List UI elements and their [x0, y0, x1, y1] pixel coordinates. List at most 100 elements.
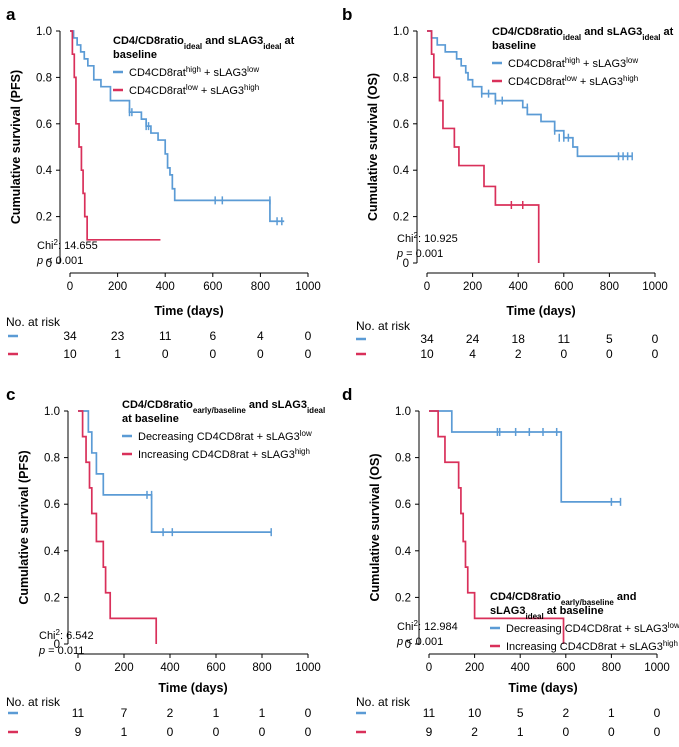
risk-count: 0: [257, 347, 264, 361]
y-tick-label: 0.6: [44, 499, 60, 511]
y-tick-label: 0.4: [36, 165, 53, 177]
x-axis-title: Time (days): [508, 681, 577, 695]
x-tick-label: 200: [463, 281, 482, 293]
risk-count: 11: [558, 332, 571, 346]
risk-count: 11: [423, 706, 436, 720]
x-tick-label: 600: [556, 662, 575, 674]
risk-count: 0: [259, 725, 266, 739]
y-tick-label: 0.2: [44, 592, 60, 604]
y-tick-label: 0.6: [395, 499, 411, 511]
panel-letter-c: c: [6, 385, 15, 404]
y-axis-title: Cumulative survival (OS): [366, 73, 380, 221]
legend-title: CD4/CD8ratioearly/baseline and: [490, 591, 636, 607]
x-tick-label: 200: [108, 281, 127, 293]
y-tick-label: 0.8: [44, 453, 60, 465]
legend-entry-blue: CD4CD8rathigh + sLAG3low: [508, 56, 638, 71]
legend-title-line2: baseline: [492, 40, 536, 52]
y-tick-label: 1.0: [395, 406, 411, 418]
risk-count: 0: [562, 725, 569, 739]
x-tick-label: 600: [206, 662, 225, 674]
x-tick-label: 800: [602, 662, 621, 674]
legend-entry-blue: Decreasing CD4CD8rat + sLAG3low: [138, 429, 312, 444]
risk-table-title: No. at risk: [6, 695, 61, 709]
legend-entry-red: CD4CD8ratlow + sLAG3high: [508, 74, 638, 89]
x-tick-label: 400: [156, 281, 175, 293]
y-tick-label: 1.0: [44, 406, 60, 418]
legend-entry-red: Increasing CD4CD8rat + sLAG3high: [506, 639, 678, 654]
risk-count: 2: [471, 725, 478, 739]
y-tick-label: 1.0: [36, 26, 52, 38]
panel-b: b00.20.40.60.81.00 200 400 600 800 1000Cumula…: [342, 5, 674, 361]
risk-table-title: No. at risk: [6, 315, 61, 329]
panel-letter-d: d: [342, 385, 352, 404]
risk-count: 9: [75, 725, 82, 739]
y-axis-title: Cumulative survival (PFS): [9, 70, 23, 224]
risk-count: 24: [466, 332, 480, 346]
x-tick-label: 400: [160, 662, 179, 674]
x-tick-label: 200: [465, 662, 484, 674]
risk-count: 10: [420, 347, 434, 361]
legend-title: CD4/CD8ratioideal and sLAG3ideal at: [113, 35, 295, 51]
risk-count: 11: [72, 706, 85, 720]
x-axis-title: Time (days): [158, 681, 227, 695]
y-tick-label: 0.8: [393, 72, 409, 84]
risk-count: 0: [654, 725, 661, 739]
p-value: p < 0.001: [36, 255, 83, 267]
y-axis-title: Cumulative survival (PFS): [17, 450, 31, 604]
risk-count: 4: [257, 329, 264, 343]
panel-d: d00.20.40.60.81.00 200 400 600 800 1000Cumula…: [342, 385, 679, 739]
y-tick-label: 0.2: [395, 592, 411, 604]
risk-count: 6: [209, 329, 216, 343]
risk-count: 10: [468, 706, 482, 720]
y-tick-label: 1.0: [393, 26, 409, 38]
x-axis-title: Time (days): [154, 304, 223, 318]
risk-count: 0: [162, 347, 169, 361]
risk-count: 1: [121, 725, 128, 739]
series-line-blue: [429, 410, 621, 503]
x-tick-label: 1000: [644, 662, 670, 674]
x-tick-label: 0: [67, 281, 73, 293]
x-tick-label: 800: [600, 281, 619, 293]
y-tick-label: 0: [405, 639, 411, 651]
y-tick-label: 0.6: [36, 119, 52, 131]
risk-count: 1: [259, 706, 266, 720]
risk-count: 0: [606, 347, 613, 361]
risk-count: 0: [167, 725, 174, 739]
risk-count: 18: [512, 332, 526, 346]
y-tick-label: 0: [46, 258, 52, 270]
risk-count: 0: [209, 347, 216, 361]
legend-title-line2: baseline: [113, 49, 157, 61]
p-value: p = 0.011: [38, 645, 84, 657]
risk-count: 23: [111, 329, 125, 343]
legend-entry-red: Increasing CD4CD8rat + sLAG3high: [138, 447, 310, 462]
chi-square-stat: Chi2: 10.925: [397, 231, 458, 246]
risk-count: 0: [305, 329, 312, 343]
risk-count: 0: [213, 725, 220, 739]
p-value: p = 0.001: [396, 248, 443, 260]
y-axis-title: Cumulative survival (OS): [368, 454, 382, 602]
y-tick-label: 0.8: [36, 72, 52, 84]
risk-count: 0: [305, 725, 312, 739]
risk-count: 10: [63, 347, 77, 361]
x-tick-label: 0: [426, 662, 432, 674]
x-axis-title: Time (days): [506, 304, 575, 318]
panel-letter-b: b: [342, 5, 352, 24]
risk-count: 0: [654, 706, 661, 720]
risk-count: 0: [652, 347, 659, 361]
risk-count: 34: [63, 329, 77, 343]
risk-count: 2: [515, 347, 522, 361]
legend-entry-blue: Decreasing CD4CD8rat + sLAG3low: [506, 621, 679, 636]
y-tick-label: 0.2: [36, 212, 52, 224]
risk-count: 1: [608, 706, 615, 720]
x-tick-label: 400: [509, 281, 528, 293]
x-tick-label: 1000: [295, 281, 321, 293]
risk-count: 1: [114, 347, 121, 361]
risk-count: 1: [517, 725, 524, 739]
risk-count: 5: [517, 706, 524, 720]
risk-count: 4: [469, 347, 476, 361]
risk-count: 2: [167, 706, 174, 720]
series-line-blue: [78, 410, 272, 534]
risk-count: 1: [213, 706, 220, 720]
x-tick-label: 800: [251, 281, 270, 293]
